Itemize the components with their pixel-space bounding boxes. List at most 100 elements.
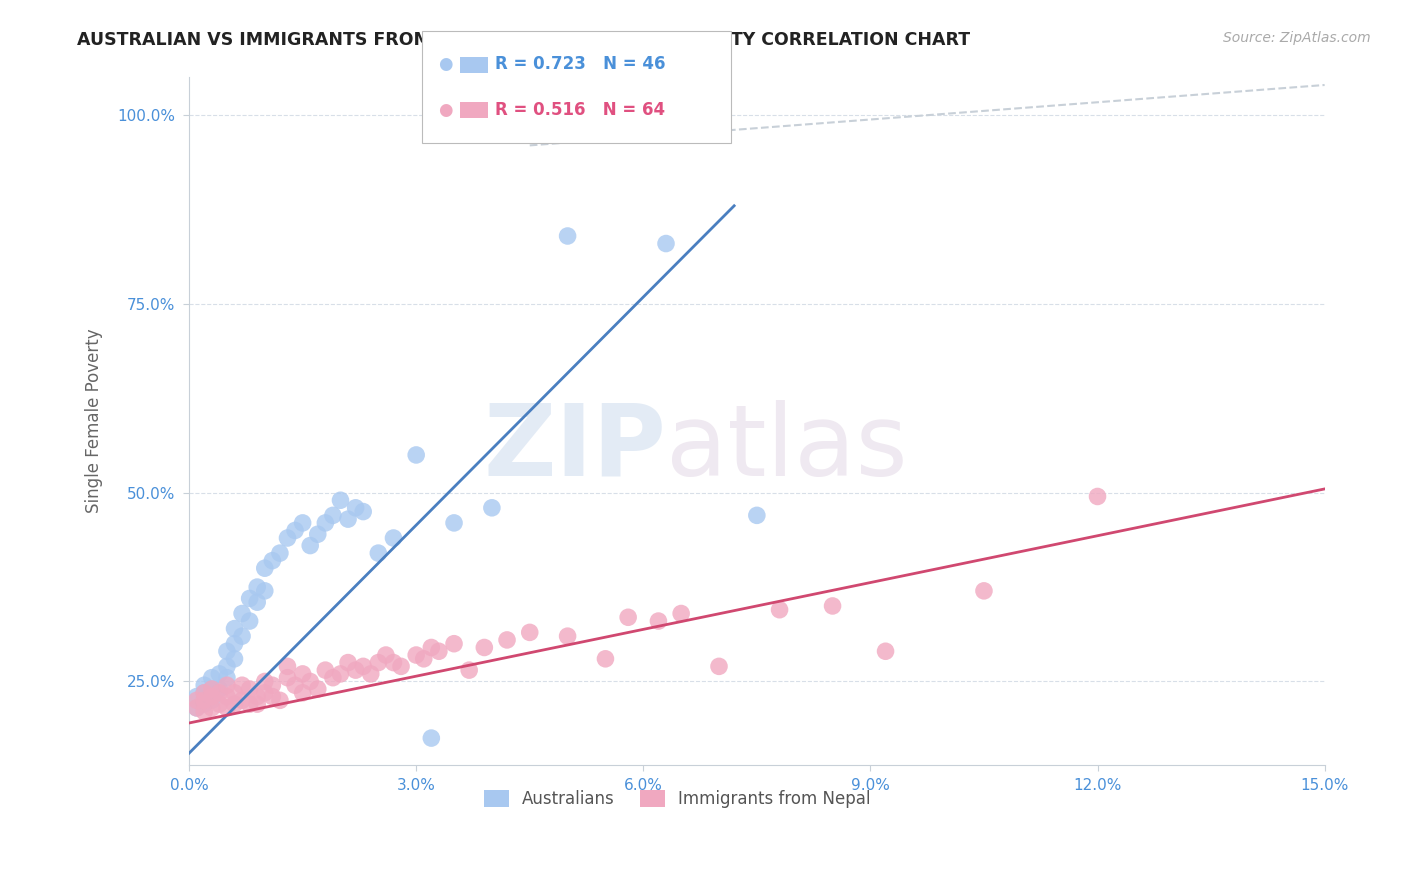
Point xyxy=(224,686,246,700)
Point xyxy=(224,622,246,636)
Point xyxy=(201,671,224,685)
Point xyxy=(253,561,276,575)
Point xyxy=(322,508,344,523)
Point xyxy=(420,731,443,745)
Point xyxy=(352,505,374,519)
Point xyxy=(224,652,246,666)
Point xyxy=(208,667,231,681)
Point xyxy=(481,500,503,515)
Point xyxy=(253,674,276,689)
Point xyxy=(472,640,495,655)
Point xyxy=(215,678,238,692)
Point xyxy=(231,693,253,707)
Point xyxy=(617,610,640,624)
Point xyxy=(246,595,269,609)
Point xyxy=(344,500,367,515)
Point xyxy=(201,681,224,696)
Point xyxy=(427,644,450,658)
Point xyxy=(291,667,314,681)
Point xyxy=(322,671,344,685)
Point xyxy=(193,705,215,719)
Point xyxy=(745,508,768,523)
Point xyxy=(193,686,215,700)
Point xyxy=(329,667,352,681)
Point xyxy=(239,681,262,696)
Point xyxy=(405,648,427,662)
Point xyxy=(239,614,262,628)
Point xyxy=(224,697,246,711)
Point xyxy=(352,659,374,673)
Point xyxy=(337,512,360,526)
Point xyxy=(557,229,579,244)
Point xyxy=(201,681,224,696)
Point xyxy=(360,667,382,681)
Point xyxy=(239,697,262,711)
Point xyxy=(519,625,541,640)
Text: ZIP: ZIP xyxy=(484,400,666,497)
Point xyxy=(262,678,284,692)
Point xyxy=(329,493,352,508)
Point xyxy=(647,614,669,628)
Point xyxy=(253,583,276,598)
Point xyxy=(276,659,298,673)
Point xyxy=(193,697,215,711)
Point xyxy=(201,701,224,715)
Point xyxy=(299,674,322,689)
Point xyxy=(186,690,208,704)
Point xyxy=(269,693,291,707)
Point xyxy=(276,531,298,545)
Point xyxy=(208,686,231,700)
Point xyxy=(367,546,389,560)
Legend: Australians, Immigrants from Nepal: Australians, Immigrants from Nepal xyxy=(477,783,877,814)
Text: R = 0.516   N = 64: R = 0.516 N = 64 xyxy=(495,101,665,119)
Point xyxy=(262,554,284,568)
Point xyxy=(215,701,238,715)
Point xyxy=(655,236,678,251)
Point xyxy=(239,591,262,606)
Point xyxy=(253,686,276,700)
Point xyxy=(973,583,995,598)
Point xyxy=(246,697,269,711)
Point xyxy=(768,603,790,617)
Point xyxy=(246,580,269,594)
Point xyxy=(307,681,329,696)
Point xyxy=(231,678,253,692)
Point xyxy=(193,686,215,700)
Point xyxy=(291,686,314,700)
Point xyxy=(1087,490,1109,504)
Point xyxy=(231,629,253,643)
Point xyxy=(707,659,730,673)
Point xyxy=(821,599,844,613)
Text: ●: ● xyxy=(439,101,453,119)
Point xyxy=(208,681,231,696)
Point xyxy=(215,671,238,685)
Point xyxy=(215,659,238,673)
Point xyxy=(291,516,314,530)
Point xyxy=(875,644,897,658)
Text: R = 0.723   N = 46: R = 0.723 N = 46 xyxy=(495,55,665,73)
Point xyxy=(231,607,253,621)
Point xyxy=(186,701,208,715)
Point xyxy=(443,516,465,530)
Text: AUSTRALIAN VS IMMIGRANTS FROM NEPAL SINGLE FEMALE POVERTY CORRELATION CHART: AUSTRALIAN VS IMMIGRANTS FROM NEPAL SING… xyxy=(77,31,970,49)
Y-axis label: Single Female Poverty: Single Female Poverty xyxy=(86,328,103,513)
Point xyxy=(201,690,224,704)
Point xyxy=(367,656,389,670)
Point xyxy=(269,546,291,560)
Point xyxy=(193,693,215,707)
Point xyxy=(284,524,307,538)
Point xyxy=(314,516,336,530)
Point xyxy=(284,678,307,692)
Text: Source: ZipAtlas.com: Source: ZipAtlas.com xyxy=(1223,31,1371,45)
Point xyxy=(458,663,481,677)
Point xyxy=(299,539,322,553)
Point xyxy=(186,693,208,707)
Point xyxy=(669,607,692,621)
Text: atlas: atlas xyxy=(666,400,908,497)
Point xyxy=(389,659,412,673)
Point xyxy=(344,663,367,677)
Point xyxy=(246,690,269,704)
Text: ●: ● xyxy=(439,55,453,73)
Point xyxy=(215,644,238,658)
Point xyxy=(374,648,396,662)
